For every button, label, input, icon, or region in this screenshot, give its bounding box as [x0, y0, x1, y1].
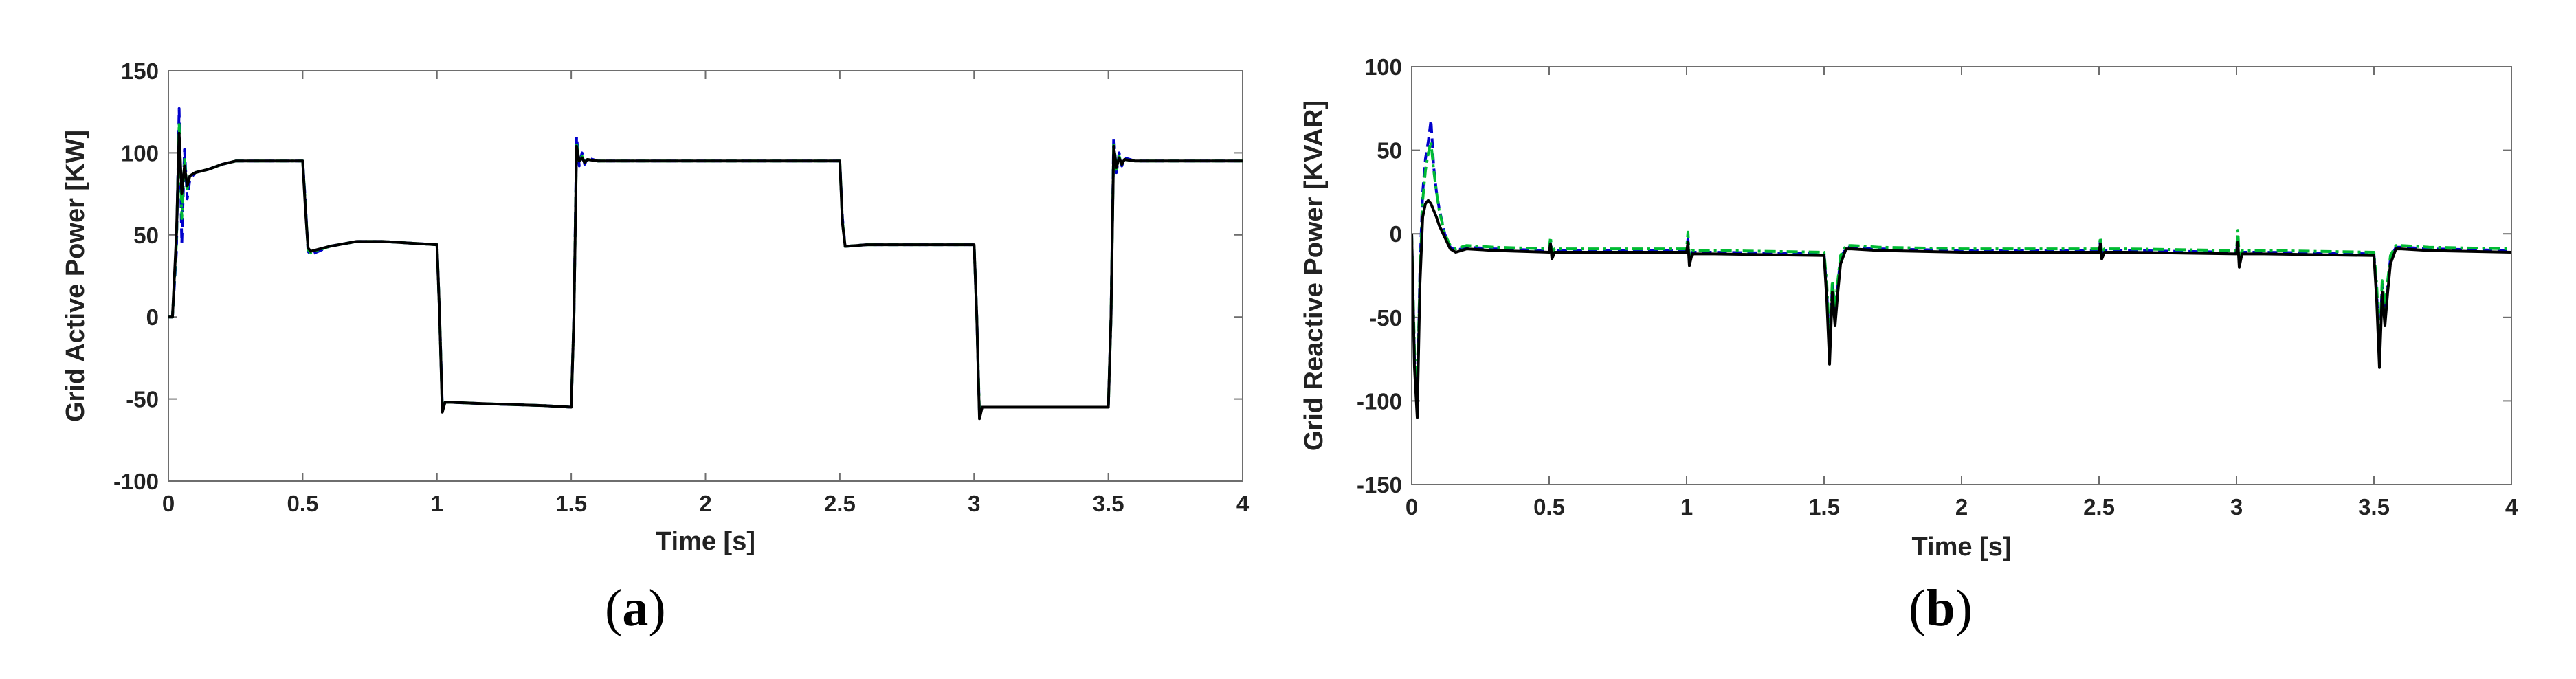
chart-b-y-tick-label: -50: [1369, 305, 1402, 331]
panel-b-caption: (b): [1909, 579, 1973, 637]
chart-a-y-tick-label: 150: [121, 58, 159, 84]
chart-a-x-tick-label: 2.5: [824, 491, 856, 516]
panel-a-caption: (a): [605, 579, 666, 637]
chart-a-series-line-2: [168, 131, 1243, 421]
chart-a-y-axis-title: Grid Active Power [KW]: [61, 130, 90, 422]
chart-a-y-tick-label: -50: [126, 387, 159, 412]
chart-a-x-tick-label: 1: [431, 491, 443, 516]
chart-b-x-tick-label: 0: [1406, 494, 1418, 520]
chart-b-x-tick-label: 1.5: [1808, 494, 1840, 520]
chart-b-x-tick-label: 2: [1955, 494, 1968, 520]
reactive-power-chart: 0 0.5 1 1.5 2 2.5 3 3.5 4 -150 -100 -50 0 50 100 Time […: [1300, 54, 2518, 561]
chart-a-y-tick-label: -100: [113, 469, 159, 494]
chart-panel-b: 0 0.5 1 1.5 2 2.5 3 3.5 4 -150 -100 -50 0 50 100 Time […: [1288, 0, 2576, 679]
chart-panel-a: 0 0.5 1 1.5 2 2.5 3 3.5 4 -100 -50 0 50 100 150 Time [s…: [61, 58, 1250, 637]
chart-a-x-axis-title: Time [s]: [656, 527, 755, 556]
chart-b-y-tick-label: 50: [1377, 138, 1402, 164]
chart-b-x-tick-label: 0.5: [1533, 494, 1565, 520]
chart-b-series-line-2: [1412, 199, 2511, 419]
chart-b-x-axis-title: Time [s]: [1911, 533, 2011, 561]
chart-b-x-tick-label: 3: [2230, 494, 2243, 520]
chart-b-x-tick-label: 2.5: [2083, 494, 2115, 520]
chart-b-y-tick-label: -100: [1357, 388, 1402, 414]
chart-a-x-tick-label: 3.5: [1093, 491, 1124, 516]
chart-a-y-tick-label: 100: [121, 140, 159, 166]
chart-a-x-tick-label: 2: [699, 491, 711, 516]
chart-a-plot-area: [168, 70, 1243, 482]
chart-b-y-tick-label: 100: [1364, 54, 1402, 80]
chart-a-y-tick-label: 50: [133, 223, 159, 248]
chart-a-y-tick-label: 0: [146, 304, 159, 330]
chart-a-x-tick-label: 0.5: [287, 491, 318, 516]
active-power-chart: 0 0.5 1 1.5 2 2.5 3 3.5 4 -100 -50 0 50 100 150 Time [s…: [61, 58, 1250, 556]
chart-a-x-tick-label: 4: [1236, 491, 1250, 516]
chart-b-x-tick-label: 4: [2505, 494, 2518, 520]
chart-b-y-tick-label: -150: [1357, 472, 1402, 498]
panel-b-label: b: [1926, 579, 1955, 637]
chart-b-y-tick-label: 0: [1390, 221, 1402, 247]
panel-a-label: a: [622, 579, 649, 637]
chart-a-x-tick-label: 1.5: [555, 491, 587, 516]
chart-b-x-tick-label: 1: [1680, 494, 1693, 520]
chart-b-y-axis-title: Grid Reactive Power [KVAR]: [1300, 100, 1329, 451]
chart-a-x-tick-label: 3: [968, 491, 980, 516]
chart-b-plot-area: [1411, 66, 2512, 485]
chart-b-x-tick-label: 3.5: [2358, 494, 2390, 520]
chart-a-x-tick-label: 0: [162, 491, 175, 516]
